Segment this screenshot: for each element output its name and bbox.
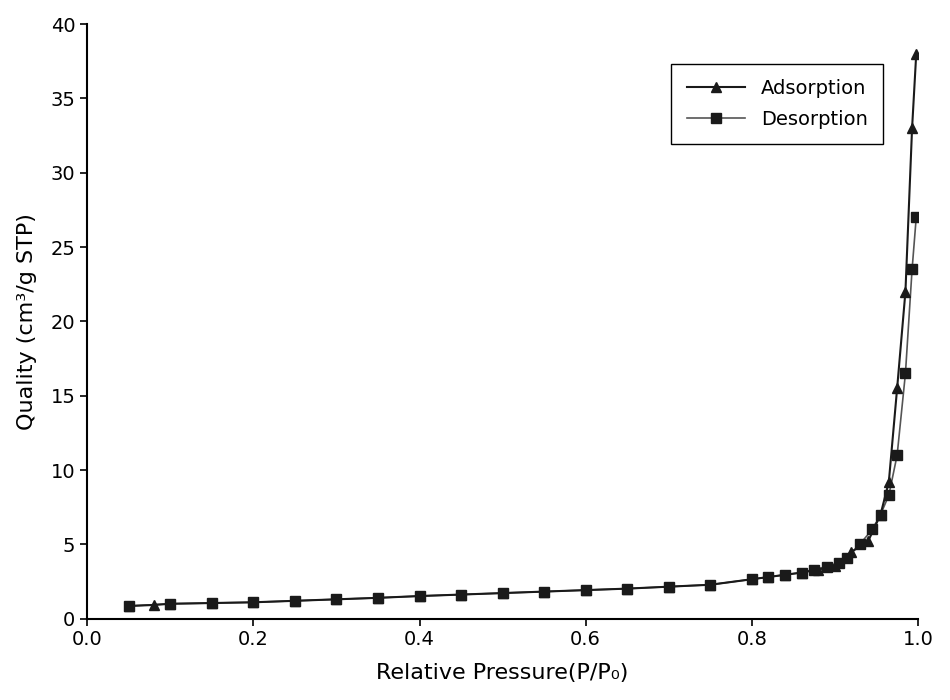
Adsorption xyxy=(900,288,911,296)
Adsorption xyxy=(539,587,550,596)
Line: Desorption: Desorption xyxy=(124,213,922,611)
Adsorption xyxy=(705,580,716,589)
Desorption xyxy=(891,451,902,459)
Adsorption xyxy=(206,598,218,607)
Adsorption xyxy=(331,595,342,603)
Desorption xyxy=(779,570,790,579)
Desorption xyxy=(372,594,384,602)
Adsorption xyxy=(372,594,384,602)
Adsorption xyxy=(863,537,874,545)
Desorption xyxy=(842,554,853,562)
Desorption xyxy=(248,598,259,606)
Adsorption xyxy=(891,384,902,393)
Desorption xyxy=(808,566,820,574)
Adsorption xyxy=(763,573,774,581)
Adsorption xyxy=(746,575,757,584)
Desorption xyxy=(746,575,757,584)
Adsorption xyxy=(779,570,790,579)
Desorption xyxy=(580,586,591,594)
Desorption xyxy=(663,582,674,591)
Desorption xyxy=(206,598,218,607)
Desorption xyxy=(796,568,808,577)
Legend: Adsorption, Desorption: Adsorption, Desorption xyxy=(672,64,884,144)
Desorption xyxy=(621,584,633,593)
Desorption xyxy=(884,491,895,500)
Adsorption xyxy=(812,566,824,574)
Desorption xyxy=(705,580,716,589)
Desorption xyxy=(124,602,135,610)
Desorption xyxy=(539,587,550,596)
Desorption xyxy=(910,214,921,222)
Line: Adsorption: Adsorption xyxy=(124,49,922,611)
Adsorption xyxy=(124,602,135,610)
Adsorption xyxy=(910,50,921,58)
Desorption xyxy=(164,600,176,608)
Adsorption xyxy=(289,596,300,605)
Adsorption xyxy=(414,592,426,600)
Desorption xyxy=(763,573,774,581)
Desorption xyxy=(289,596,300,605)
Adsorption xyxy=(497,589,508,597)
Desorption xyxy=(906,265,918,274)
Adsorption xyxy=(663,582,674,591)
Adsorption xyxy=(248,598,259,606)
Adsorption xyxy=(875,510,886,519)
Adsorption xyxy=(846,547,857,556)
X-axis label: Relative Pressure(P/P₀): Relative Pressure(P/P₀) xyxy=(376,664,629,683)
Adsorption xyxy=(621,584,633,593)
Adsorption xyxy=(796,568,808,577)
Adsorption xyxy=(884,477,895,486)
Adsorption xyxy=(164,600,176,608)
Adsorption xyxy=(580,586,591,594)
Adsorption xyxy=(455,590,466,598)
Desorption xyxy=(900,369,911,377)
Desorption xyxy=(875,510,886,519)
Desorption xyxy=(331,595,342,603)
Desorption xyxy=(854,540,865,549)
Desorption xyxy=(833,559,845,567)
Desorption xyxy=(821,562,832,570)
Adsorption xyxy=(148,601,160,609)
Desorption xyxy=(497,589,508,597)
Adsorption xyxy=(829,561,841,570)
Desorption xyxy=(455,590,466,598)
Desorption xyxy=(866,525,878,533)
Y-axis label: Quality (cm³/g STP): Quality (cm³/g STP) xyxy=(17,213,37,430)
Desorption xyxy=(414,592,426,600)
Adsorption xyxy=(906,124,918,132)
